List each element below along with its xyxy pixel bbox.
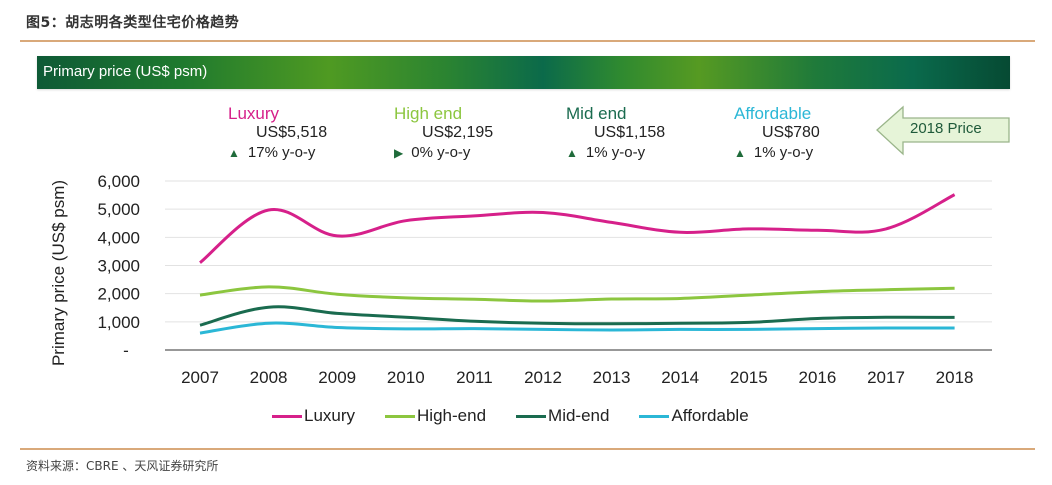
x-tick-label: 2009 [318, 368, 356, 387]
callout-change-text: 17% y-o-y [247, 144, 316, 161]
left-arrow-icon [876, 105, 1010, 156]
price-arrow: 2018 Price [876, 105, 1012, 157]
gridlines [165, 180, 992, 351]
callout-price: US$1,158 [594, 124, 666, 141]
triangle-up-icon: ▲ [228, 146, 240, 160]
legend-swatch [272, 414, 302, 418]
y-axis-label: Primary price (US$ psm) [49, 180, 68, 366]
banner-title: Primary price (US$ psm) [43, 63, 208, 80]
x-tick-label: 2008 [250, 368, 288, 387]
callout-change-text: 0% y-o-y [411, 144, 471, 161]
legend-label: High-end [417, 406, 487, 425]
x-tick-label: 2011 [456, 368, 493, 387]
x-tick-label: 2017 [867, 368, 905, 387]
callout-change: ▲ 1% y-o-y [734, 144, 820, 161]
top-divider [20, 40, 1035, 42]
callout-name: Affordable [734, 104, 812, 123]
callout-price: US$2,195 [422, 124, 494, 141]
x-tick-label: 2010 [387, 368, 425, 387]
y-tick-label: 4,000 [97, 228, 140, 247]
callout-change-text: 1% y-o-y [753, 144, 814, 161]
legend-label: Affordable [671, 406, 749, 425]
y-tick-labels: - 1,000 2,000 3,000 4,000 5,000 6,000 [97, 172, 140, 360]
legend-item-high-end: High-end [385, 406, 486, 426]
series-line-high-end [199, 285, 955, 303]
series-line-affordable [199, 321, 955, 335]
callout-change: ▶ 0% y-o-y [394, 144, 493, 161]
callout-high-end: High end US$2,195 ▶ 0% y-o-y [394, 104, 493, 161]
triangle-right-icon: ▶ [394, 146, 404, 160]
legend-swatch [639, 414, 670, 418]
callout-change: ▲ 17% y-o-y [228, 144, 327, 161]
legend-label: Luxury [304, 406, 356, 425]
legend-swatch [516, 414, 547, 418]
callout-affordable: Affordable US$780 ▲ 1% y-o-y [734, 104, 820, 161]
figure-title: 图5：胡志明各类型住宅价格趋势 [26, 15, 240, 31]
y-tick-label: 5,000 [97, 200, 140, 219]
callout-price: US$5,518 [256, 124, 328, 141]
y-tick-label: 1,000 [97, 313, 140, 332]
x-tick-label: 2015 [730, 368, 768, 387]
callout-mid-end: Mid end US$1,158 ▲ 1% y-o-y [566, 104, 665, 161]
legend-swatch [385, 414, 416, 418]
chart-banner: Primary price (US$ psm) [37, 56, 1010, 89]
y-tick-label: 3,000 [97, 257, 140, 276]
callout-name: Mid end [566, 104, 627, 123]
series-line-luxury [199, 193, 956, 264]
bottom-divider [20, 448, 1035, 450]
legend-item-luxury: Luxury [272, 406, 355, 426]
y-tick-label: 6,000 [97, 172, 140, 191]
legend-item-affordable: Affordable [639, 406, 749, 426]
y-tick-label: 2,000 [97, 285, 140, 304]
chart-legend: Luxury High-end Mid-end Affordable [272, 406, 779, 426]
callout-change: ▲ 1% y-o-y [566, 144, 665, 161]
y-tick-label: - [123, 341, 129, 360]
x-tick-label: 2018 [936, 368, 974, 387]
series-line-mid-end [199, 305, 955, 327]
source-note: 资料来源：CBRE 、天风证券研究所 [26, 459, 219, 473]
callout-change-text: 1% y-o-y [585, 144, 646, 161]
x-tick-label: 2007 [181, 368, 219, 387]
arrow-label: 2018 Price [910, 120, 982, 137]
x-tick-label: 2012 [524, 368, 562, 387]
x-tick-labels: 2007 2008 2009 2010 2011 2012 2013 2014 2015 2016… [181, 368, 973, 387]
legend-label: Mid-end [548, 406, 610, 425]
legend-item-mid-end: Mid-end [516, 406, 609, 426]
callout-luxury: Luxury US$5,518 ▲ 17% y-o-y [228, 104, 327, 161]
callout-price: US$780 [762, 124, 820, 141]
series-lines [199, 193, 956, 335]
x-tick-label: 2016 [798, 368, 836, 387]
triangle-up-icon: ▲ [734, 146, 746, 160]
x-tick-label: 2014 [661, 368, 699, 387]
callout-name: Luxury [228, 104, 280, 123]
callout-name: High end [394, 104, 463, 123]
x-tick-label: 2013 [593, 368, 631, 387]
triangle-up-icon: ▲ [566, 146, 578, 160]
